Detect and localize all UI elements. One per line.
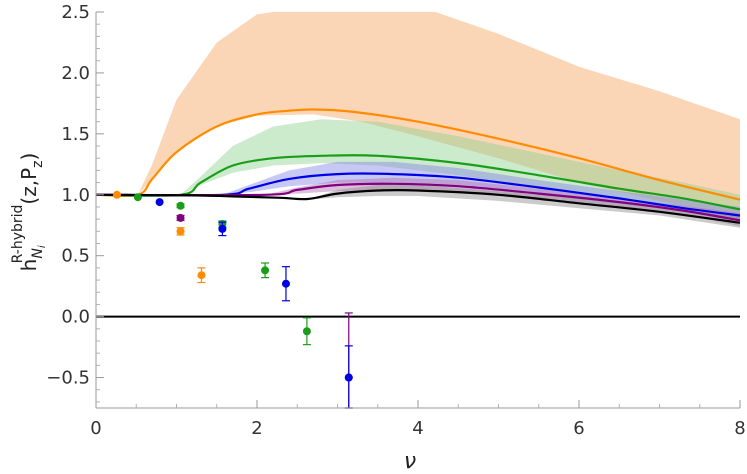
x-tick-label: 4 bbox=[412, 418, 423, 439]
data-point-1 bbox=[112, 190, 121, 199]
x-tick-label: 2 bbox=[251, 418, 262, 439]
series-line-5 bbox=[96, 188, 740, 224]
y-tick-label: 1.5 bbox=[61, 124, 90, 145]
data-point-12 bbox=[302, 317, 311, 346]
series-line-4 bbox=[96, 182, 740, 222]
data-point-2 bbox=[133, 193, 142, 202]
svg-text:hNiR-hybrid(z,Pz): hNi R-hybrid(z,Pz) bbox=[10, 153, 48, 272]
series-line-3 bbox=[96, 172, 740, 217]
series-line-2 bbox=[96, 154, 740, 211]
x-tick-label: 6 bbox=[573, 418, 584, 439]
y-label-args: (z,P bbox=[17, 168, 41, 205]
y-label-subscript-sub: i bbox=[37, 245, 48, 248]
data-point-6 bbox=[176, 227, 185, 236]
data-points bbox=[112, 190, 353, 409]
x-tick-label: 8 bbox=[734, 418, 745, 439]
data-point-14 bbox=[344, 345, 353, 409]
x-tick-label: 0 bbox=[90, 418, 101, 439]
y-label-args-subscript: z bbox=[30, 160, 46, 167]
y-tick-label: 0.5 bbox=[61, 246, 90, 267]
data-point-7 bbox=[197, 267, 206, 284]
y-tick-label: −0.5 bbox=[46, 368, 90, 389]
series-line-1 bbox=[96, 108, 740, 201]
tick-labels: 0 2 4 6 8 −0.5 0.0 0.5 1.0 1.5 2.0 2.5 bbox=[46, 2, 745, 439]
data-point-9 bbox=[218, 221, 227, 237]
y-axis-label: hNi R-hybrid(z,Pz) bbox=[10, 153, 48, 272]
data-point-10 bbox=[261, 262, 270, 279]
uncertainty-band-3 bbox=[222, 161, 740, 222]
y-label-subscript-main: N bbox=[30, 248, 46, 259]
x-axis-label: ν bbox=[404, 449, 416, 474]
uncertainty-band-5 bbox=[307, 185, 740, 228]
series-lines bbox=[96, 108, 740, 224]
uncertainty-band-1 bbox=[137, 12, 740, 220]
uncertainty-band-2 bbox=[180, 119, 740, 217]
data-point-4 bbox=[176, 201, 185, 210]
y-label-superscript: R-hybrid bbox=[10, 205, 26, 264]
y-tick-label: 2.5 bbox=[61, 2, 90, 23]
y-label-args-close: ) bbox=[17, 153, 41, 161]
y-tick-label: 2.0 bbox=[61, 63, 90, 84]
y-label-base: h bbox=[17, 259, 41, 272]
data-point-11 bbox=[281, 266, 290, 302]
data-point-3 bbox=[155, 198, 164, 207]
axes bbox=[95, 11, 741, 409]
y-tick-label: 1.0 bbox=[61, 185, 90, 206]
y-tick-label: 0.0 bbox=[61, 307, 90, 328]
data-point-5 bbox=[176, 213, 185, 222]
